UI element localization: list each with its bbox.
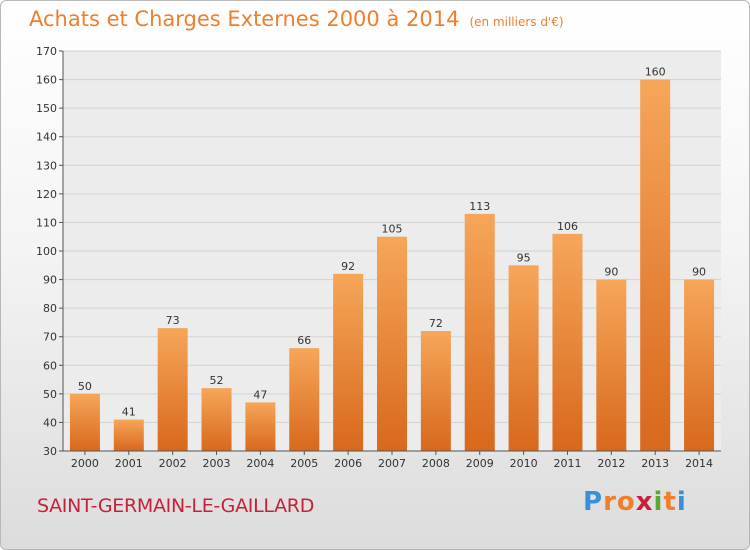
bar-2004 (245, 402, 276, 451)
data-label: 160 (645, 66, 666, 79)
y-tick-label: 50 (43, 388, 57, 401)
bar-2006 (333, 273, 364, 451)
city-label: SAINT-GERMAIN-LE-GAILLARD (37, 495, 315, 517)
x-tick-label: 2002 (159, 457, 187, 470)
data-label: 50 (78, 380, 92, 393)
x-tick-label: 2007 (378, 457, 406, 470)
x-tick-label: 2011 (553, 457, 581, 470)
logo-letter: o (616, 487, 636, 517)
x-tick-label: 2009 (466, 457, 494, 470)
bar-2005 (289, 348, 320, 451)
data-label: 52 (210, 374, 224, 387)
data-label: 106 (557, 220, 578, 233)
bar-2009 (464, 213, 495, 451)
chart-title-text: Achats et Charges Externes 2000 à 2014 (29, 7, 460, 31)
y-tick-label: 150 (36, 102, 57, 115)
y-tick-label: 100 (36, 245, 57, 258)
y-tick-label: 60 (43, 359, 57, 372)
y-tick-label: 90 (43, 274, 57, 287)
x-tick-label: 2008 (422, 457, 450, 470)
data-label: 113 (469, 200, 490, 213)
x-tick-label: 2000 (71, 457, 99, 470)
bar-2013 (640, 79, 671, 452)
bar-2002 (157, 328, 188, 451)
data-label: 72 (429, 317, 443, 330)
chart-unit-note: (en milliers d'€) (469, 15, 564, 29)
data-label: 92 (341, 260, 355, 273)
y-tick-label: 110 (36, 216, 57, 229)
data-label: 90 (604, 266, 618, 279)
logo-letter: r (603, 487, 617, 517)
data-label: 90 (692, 266, 706, 279)
y-tick-label: 80 (43, 302, 57, 315)
bar-2000 (69, 393, 100, 451)
bar-2011 (552, 233, 583, 451)
data-label: 105 (382, 223, 403, 236)
y-tick-label: 70 (43, 331, 57, 344)
x-tick-label: 2005 (290, 457, 318, 470)
x-tick-label: 2012 (597, 457, 625, 470)
data-label: 73 (166, 314, 180, 327)
logo-letter: P (583, 487, 604, 517)
y-tick-label: 120 (36, 188, 57, 201)
x-tick-label: 2014 (685, 457, 713, 470)
y-tick-label: 160 (36, 74, 57, 87)
y-tick-label: 130 (36, 159, 57, 172)
y-tick-label: 140 (36, 131, 57, 144)
bars: 50 41 73 52 47 66 92 105 72 113 95 106 90 160 90 (69, 66, 715, 452)
bar-2014 (684, 279, 715, 451)
y-tick-label: 30 (43, 445, 57, 458)
x-tick-label: 2013 (641, 457, 669, 470)
data-label: 41 (122, 406, 136, 419)
bar-2012 (596, 279, 627, 451)
x-tick-label: 2003 (203, 457, 231, 470)
data-label: 47 (253, 388, 267, 401)
axes: 30 40 50 60 70 80 90 100 110 120 130 140 150 160 170 20… (36, 45, 721, 470)
logo-letter: i (676, 487, 687, 517)
logo-letter: x (635, 487, 654, 517)
logo-letter: i (653, 487, 664, 517)
y-tick-label: 40 (43, 416, 57, 429)
bar-2003 (201, 388, 232, 451)
bar-2010 (508, 265, 539, 451)
bar-2008 (420, 331, 451, 451)
bar-2007 (377, 236, 407, 451)
x-tick-label: 2004 (246, 457, 274, 470)
proxiti-logo: Proxiti (583, 487, 687, 517)
y-tick-label: 170 (36, 45, 57, 58)
x-tick-label: 2006 (334, 457, 362, 470)
data-label: 66 (297, 334, 311, 347)
bar-2001 (113, 419, 144, 451)
chart-title: Achats et Charges Externes 2000 à 2014 (e… (29, 7, 564, 31)
logo-letter: t (663, 487, 677, 517)
data-label: 95 (517, 251, 531, 264)
x-tick-label: 2010 (510, 457, 538, 470)
x-tick-label: 2001 (115, 457, 143, 470)
